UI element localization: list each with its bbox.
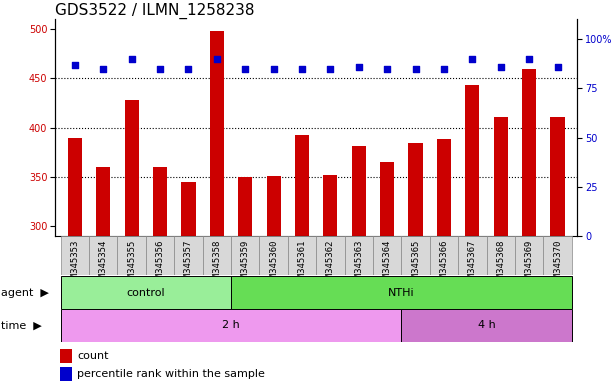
Point bbox=[297, 65, 307, 71]
Point bbox=[183, 65, 193, 71]
Point bbox=[126, 56, 136, 62]
Bar bbox=[260, 236, 288, 275]
Point bbox=[411, 65, 420, 71]
Bar bbox=[515, 236, 543, 275]
Bar bbox=[231, 236, 260, 275]
Bar bbox=[288, 236, 316, 275]
Bar bbox=[352, 146, 366, 236]
Text: GSM345364: GSM345364 bbox=[382, 239, 392, 288]
Bar bbox=[146, 236, 174, 275]
Text: GSM345363: GSM345363 bbox=[354, 239, 364, 288]
Bar bbox=[96, 167, 111, 236]
Text: GSM345356: GSM345356 bbox=[156, 239, 164, 288]
Bar bbox=[117, 236, 146, 275]
Point bbox=[98, 65, 108, 71]
Text: count: count bbox=[77, 351, 108, 361]
Bar bbox=[68, 137, 82, 236]
Text: GSM345358: GSM345358 bbox=[212, 239, 221, 288]
Point bbox=[240, 65, 250, 71]
Point bbox=[212, 56, 222, 62]
Bar bbox=[373, 236, 401, 275]
Text: GSM345355: GSM345355 bbox=[127, 239, 136, 288]
Bar bbox=[60, 309, 401, 342]
Bar bbox=[522, 68, 536, 236]
Text: GSM345362: GSM345362 bbox=[326, 239, 335, 288]
Text: GSM345361: GSM345361 bbox=[298, 239, 307, 288]
Bar bbox=[89, 236, 117, 275]
Point bbox=[524, 56, 534, 62]
Point bbox=[496, 63, 506, 70]
Bar bbox=[494, 117, 508, 236]
Text: GSM345368: GSM345368 bbox=[496, 239, 505, 288]
Bar bbox=[465, 85, 480, 236]
Point bbox=[354, 63, 364, 70]
Bar bbox=[323, 175, 337, 236]
Bar bbox=[380, 162, 394, 236]
Bar bbox=[231, 276, 572, 309]
Bar bbox=[125, 100, 139, 236]
Text: 4 h: 4 h bbox=[478, 320, 496, 331]
Bar bbox=[401, 236, 430, 275]
Text: GSM345365: GSM345365 bbox=[411, 239, 420, 288]
Point bbox=[326, 65, 335, 71]
Point bbox=[552, 63, 562, 70]
Bar bbox=[316, 236, 345, 275]
Bar bbox=[60, 367, 71, 381]
Bar bbox=[60, 349, 71, 363]
Bar bbox=[174, 236, 203, 275]
Bar bbox=[266, 176, 280, 236]
Bar bbox=[238, 177, 252, 236]
Point bbox=[439, 65, 449, 71]
Bar bbox=[486, 236, 515, 275]
Bar bbox=[551, 117, 565, 236]
Text: GSM345354: GSM345354 bbox=[99, 239, 108, 288]
Text: NTHi: NTHi bbox=[388, 288, 415, 298]
Bar bbox=[295, 134, 309, 236]
Bar bbox=[543, 236, 572, 275]
Bar bbox=[401, 309, 572, 342]
Point bbox=[467, 56, 477, 62]
Text: time  ▶: time ▶ bbox=[1, 321, 42, 331]
Bar bbox=[409, 144, 423, 236]
Bar bbox=[203, 236, 231, 275]
Bar bbox=[181, 182, 196, 236]
Text: GSM345357: GSM345357 bbox=[184, 239, 193, 288]
Text: GSM345367: GSM345367 bbox=[468, 239, 477, 288]
Bar bbox=[430, 236, 458, 275]
Bar bbox=[437, 139, 451, 236]
Bar bbox=[60, 236, 89, 275]
Point bbox=[269, 65, 279, 71]
Text: control: control bbox=[126, 288, 165, 298]
Point bbox=[155, 65, 165, 71]
Text: percentile rank within the sample: percentile rank within the sample bbox=[77, 369, 265, 379]
Text: GSM345366: GSM345366 bbox=[439, 239, 448, 288]
Text: GSM345369: GSM345369 bbox=[525, 239, 533, 288]
Text: GSM345353: GSM345353 bbox=[70, 239, 79, 288]
Text: 2 h: 2 h bbox=[222, 320, 240, 331]
Text: GSM345359: GSM345359 bbox=[241, 239, 250, 288]
Bar bbox=[345, 236, 373, 275]
Text: agent  ▶: agent ▶ bbox=[1, 288, 49, 298]
Bar bbox=[153, 167, 167, 236]
Bar bbox=[210, 31, 224, 236]
Bar bbox=[60, 276, 231, 309]
Text: GSM345360: GSM345360 bbox=[269, 239, 278, 288]
Text: GDS3522 / ILMN_1258238: GDS3522 / ILMN_1258238 bbox=[55, 3, 255, 19]
Point bbox=[382, 65, 392, 71]
Point bbox=[70, 61, 80, 68]
Text: GSM345370: GSM345370 bbox=[553, 239, 562, 288]
Bar bbox=[458, 236, 486, 275]
